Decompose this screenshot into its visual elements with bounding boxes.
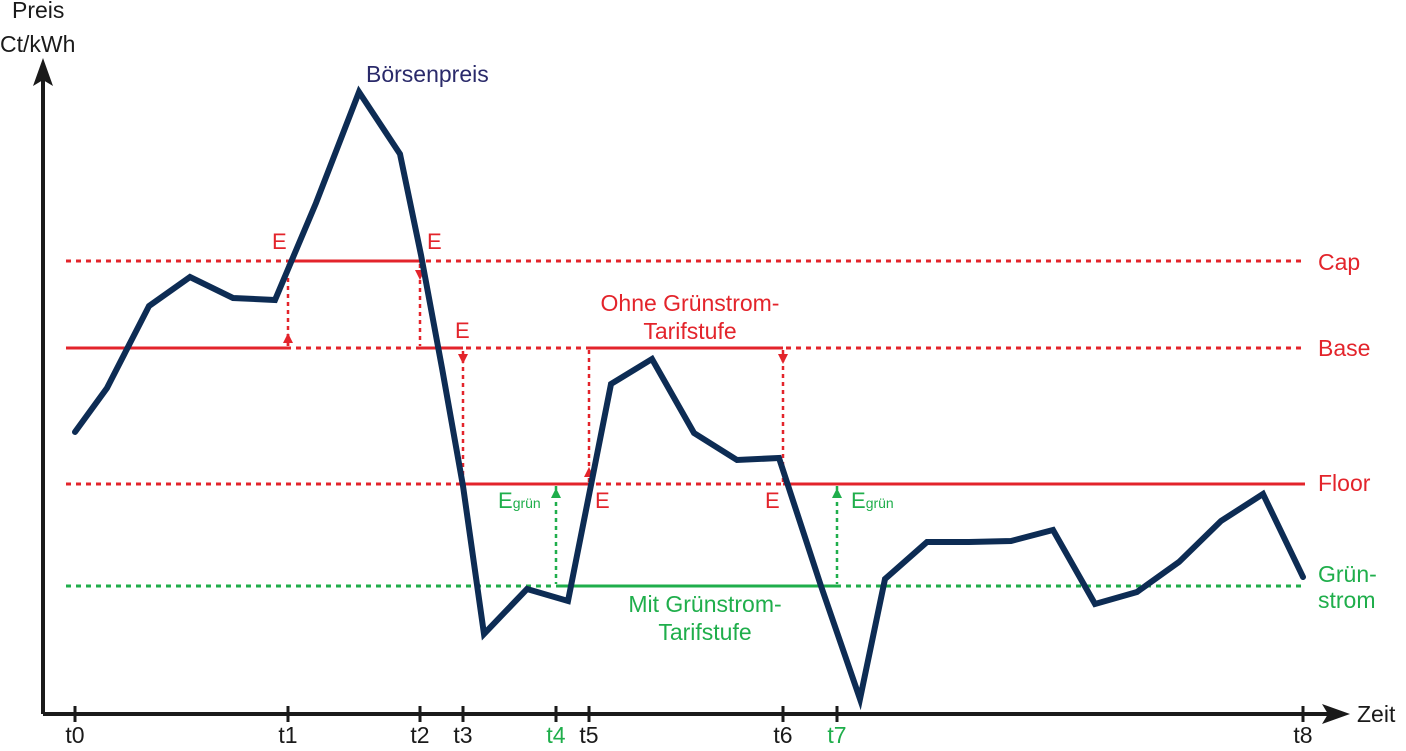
mit-tarifstufe-line2: Tarifstufe: [658, 619, 751, 645]
e-gruen-marker-t4-sub: grün: [513, 495, 541, 511]
arrowhead-t1-up-icon: [283, 333, 293, 343]
y-axis-unit: Ct/kWh: [0, 31, 75, 57]
tick-marks: [73, 706, 1305, 722]
e-marker-t1: E: [272, 229, 287, 254]
ohne-tarifstufe-line2: Tarifstufe: [643, 318, 736, 344]
arrowhead-t7-up-icon: [832, 488, 842, 498]
tick-label-t3: t3: [453, 722, 472, 746]
axes: [33, 58, 1350, 724]
y-axis-arrow-icon: [33, 58, 53, 86]
tick-labels: t0 t1 t2 t3 t4 t5 t6 t7 t8: [65, 722, 1312, 748]
gruen-label-line1: Grün-: [1318, 561, 1377, 587]
tick-label-t1: t1: [278, 722, 297, 746]
level-labels: Cap Base Floor Grün- strom: [1318, 249, 1377, 613]
ohne-tarifstufe-line1: Ohne Grünstrom-: [601, 290, 780, 316]
tick-label-t6: t6: [773, 722, 792, 746]
e-marker-t3: E: [455, 318, 470, 343]
cap-label: Cap: [1318, 249, 1360, 275]
e-markers: E E E E E: [272, 229, 780, 513]
e-gruen-marker-t7: Egrün: [851, 488, 894, 513]
arrowhead-t3-down-icon: [458, 354, 468, 364]
x-axis-label: Zeit: [1357, 701, 1396, 727]
e-gruen-marker-t7-sub: grün: [866, 495, 894, 511]
arrowhead-t4-up-icon: [551, 488, 561, 498]
e-gruen-marker-t4-base: E: [498, 488, 513, 513]
mit-tarifstufe-line1: Mit Grünstrom-: [628, 591, 781, 617]
tariff-path-red: [66, 259, 1305, 486]
arrowhead-t6-down-icon: [778, 354, 788, 364]
tick-label-t7: t7: [827, 722, 846, 746]
boersenpreis-label: Börsenpreis: [366, 61, 489, 87]
tick-label-t5: t5: [579, 722, 598, 746]
tick-label-t8: t8: [1293, 722, 1312, 746]
e-marker-t6: E: [765, 488, 780, 513]
tick-label-t2: t2: [410, 722, 429, 746]
gruen-label-line2: strom: [1318, 587, 1376, 613]
x-axis-arrow-icon: [1322, 704, 1350, 724]
tick-label-t4: t4: [546, 722, 565, 746]
e-marker-t2: E: [427, 229, 442, 254]
e-marker-t5: E: [595, 488, 610, 513]
e-gruen-marker-t4: Egrün: [498, 488, 541, 513]
boersenpreis-line: [72, 85, 1306, 711]
base-label: Base: [1318, 335, 1370, 361]
floor-label: Floor: [1318, 470, 1371, 496]
y-axis-label: Preis: [12, 0, 64, 23]
e-gruen-marker-t7-base: E: [851, 488, 866, 513]
tick-label-t0: t0: [65, 722, 84, 746]
